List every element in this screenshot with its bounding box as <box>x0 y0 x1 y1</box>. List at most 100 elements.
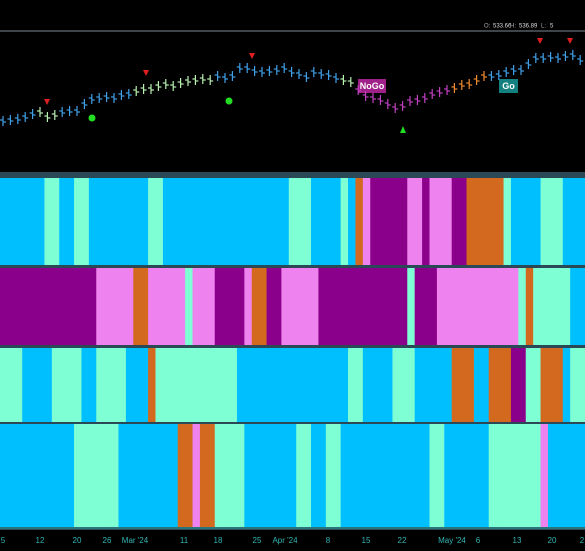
heat-cell <box>177 268 186 345</box>
heat-cell <box>510 424 519 527</box>
heat-cell <box>473 424 482 527</box>
heat-cell <box>385 424 393 527</box>
heat-cell <box>451 268 460 345</box>
heat-cell <box>533 424 541 527</box>
heat-cell <box>318 348 327 422</box>
heat-cell <box>518 178 527 265</box>
x-tick-label: Mar '24 <box>122 536 149 545</box>
heat-cell <box>74 178 82 265</box>
heat-cell <box>236 178 245 265</box>
heat-cell <box>333 424 342 527</box>
heat-cell <box>14 268 23 345</box>
heat-cell <box>66 424 75 527</box>
heat-cell <box>170 424 179 527</box>
heat-cell <box>414 348 423 422</box>
heat-cell <box>59 424 68 527</box>
heat-cell <box>222 348 230 422</box>
heat-cell <box>281 268 290 345</box>
heat-cell <box>562 424 571 527</box>
heat-cell <box>96 424 105 527</box>
heat-cell <box>362 424 371 527</box>
heat-cell <box>81 178 90 265</box>
heat-cell <box>214 348 223 422</box>
heat-cell <box>422 348 430 422</box>
heat-cell <box>392 348 401 422</box>
x-tick-label: Apr '24 <box>272 536 298 545</box>
heat-cell <box>473 178 482 265</box>
heat-cell <box>555 424 564 527</box>
heat-cell <box>140 424 149 527</box>
heat-cell <box>340 268 349 345</box>
heat-cell <box>148 348 156 422</box>
heat-cell <box>177 424 186 527</box>
heat-cell <box>37 268 45 345</box>
heat-cell <box>488 268 497 345</box>
heat-cell <box>118 348 127 422</box>
heat-cell <box>96 348 105 422</box>
heat-cell <box>66 178 75 265</box>
heat-cell <box>407 178 416 265</box>
heat-cell <box>377 348 386 422</box>
heat-cell <box>399 348 408 422</box>
heat-cell <box>96 268 105 345</box>
heat-cell <box>377 178 386 265</box>
heat-cell <box>510 268 519 345</box>
heat-cell <box>547 424 556 527</box>
heat-cell <box>288 348 297 422</box>
heat-cell <box>540 424 549 527</box>
heat-cell <box>44 178 53 265</box>
heat-cell <box>348 178 356 265</box>
heat-cell <box>296 178 305 265</box>
heat-cell <box>370 178 379 265</box>
heat-cell <box>236 268 245 345</box>
heat-cell <box>436 178 445 265</box>
heat-cell <box>288 268 297 345</box>
x-tick-label: 18 <box>214 536 223 545</box>
nogo-badge <box>358 79 386 93</box>
heat-cell <box>459 268 467 345</box>
heat-cell <box>318 178 327 265</box>
heat-cell <box>303 348 312 422</box>
heat-cell <box>244 268 253 345</box>
heat-cell <box>170 348 179 422</box>
heat-cell <box>244 424 253 527</box>
heat-cell <box>296 268 305 345</box>
heat-cell <box>266 424 275 527</box>
heat-cell <box>444 424 453 527</box>
heat-cell <box>259 424 267 527</box>
heat-cell <box>148 178 156 265</box>
heat-cell <box>429 178 438 265</box>
heat-cell <box>325 268 334 345</box>
heat-cell <box>325 424 334 527</box>
heat-cell <box>207 424 216 527</box>
heat-cell <box>385 348 393 422</box>
heat-cell <box>355 424 364 527</box>
heat-cell <box>496 424 504 527</box>
heat-cell <box>422 268 430 345</box>
heat-cell <box>0 424 8 527</box>
heat-cell <box>14 178 23 265</box>
heat-cell <box>244 178 253 265</box>
heat-cell <box>236 424 245 527</box>
heat-cell <box>503 178 512 265</box>
heat-cell <box>518 424 527 527</box>
heat-cell <box>444 348 453 422</box>
heat-cell <box>570 268 578 345</box>
heat-cell <box>555 178 564 265</box>
heat-cell <box>407 268 416 345</box>
heat-cell <box>466 178 475 265</box>
heat-cell <box>577 348 585 422</box>
heat-cell <box>155 178 164 265</box>
heat-cell <box>170 268 179 345</box>
heat-cell <box>355 178 364 265</box>
heat-cell <box>503 348 512 422</box>
heat-cell <box>214 178 223 265</box>
buy-dot <box>225 97 233 105</box>
heat-cell <box>125 268 134 345</box>
heat-cell <box>118 178 127 265</box>
nogo-label: NoGo <box>360 81 385 91</box>
heat-cell <box>259 348 267 422</box>
heat-cell <box>22 348 31 422</box>
heat-cell <box>0 348 8 422</box>
heat-cell <box>503 268 512 345</box>
